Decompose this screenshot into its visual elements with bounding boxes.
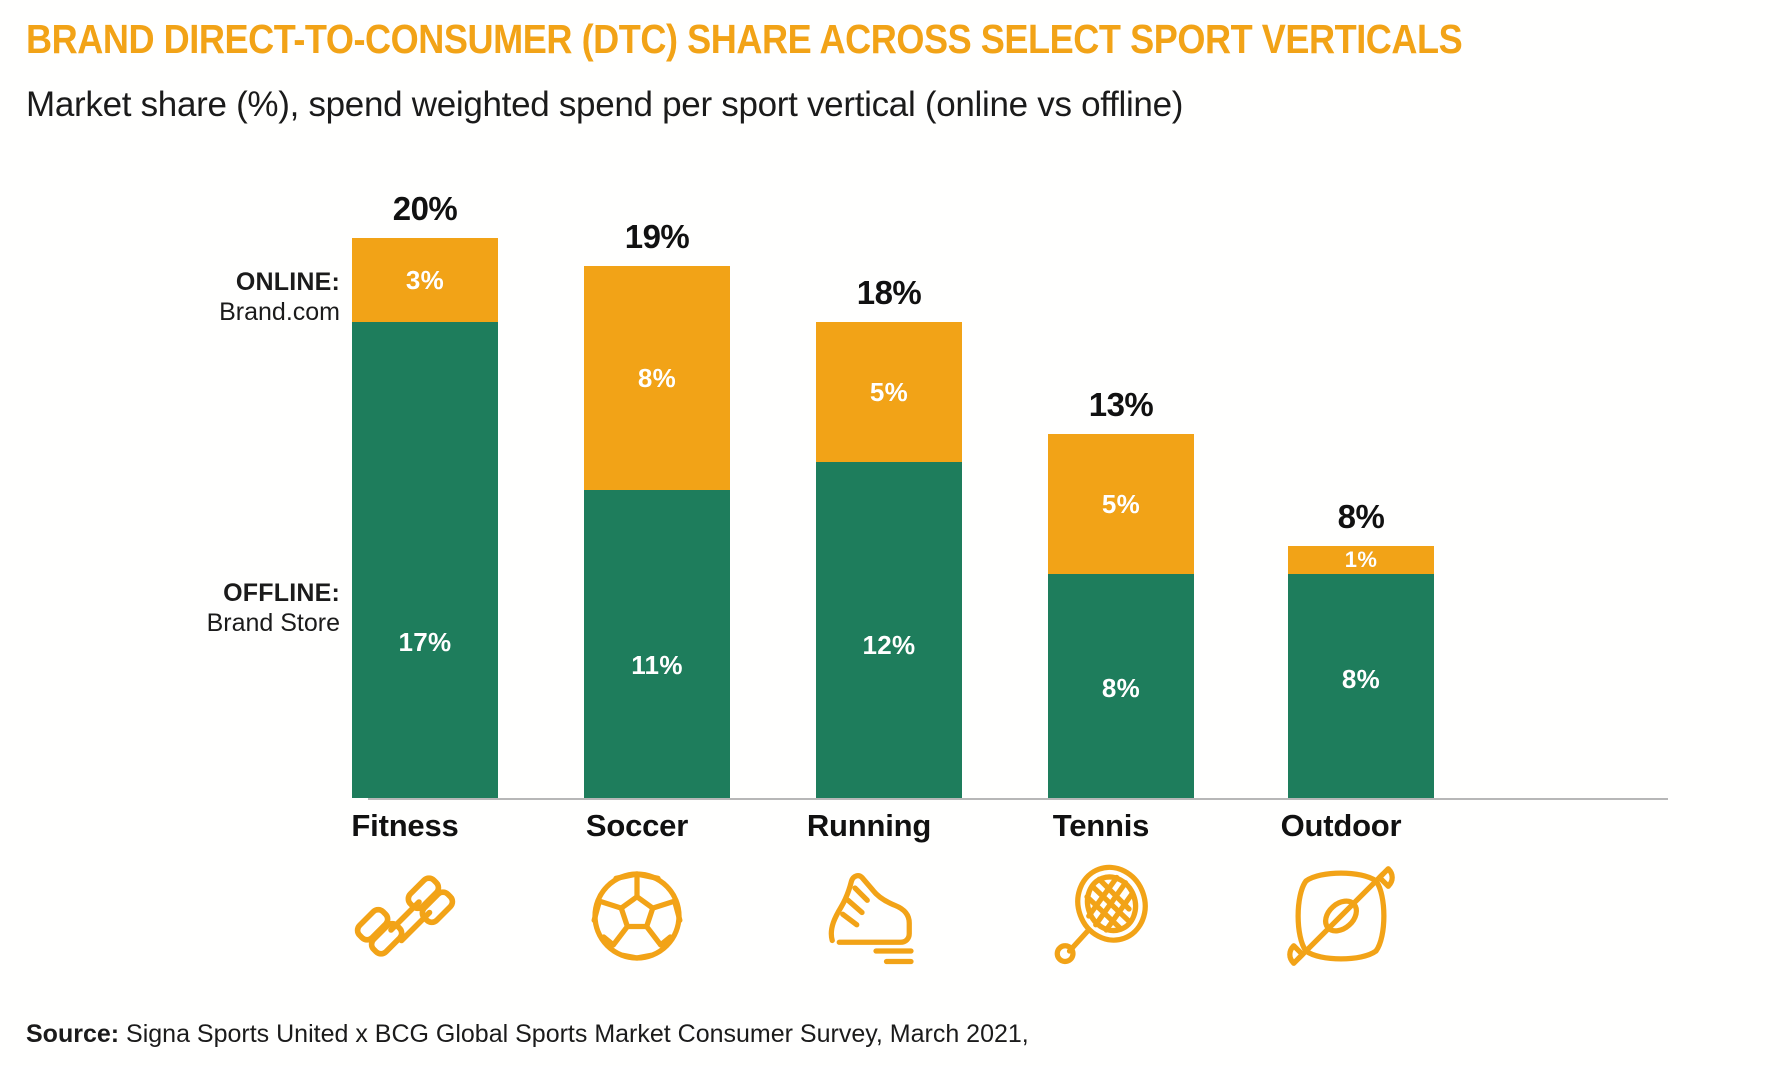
bar-total-label-tennis: 13% bbox=[1088, 386, 1154, 423]
category-label-soccer: Soccer bbox=[585, 808, 689, 843]
bar-segment-online-tennis[interactable]: 5% bbox=[1048, 434, 1194, 574]
bar-segment-offline-running[interactable]: 12% bbox=[816, 462, 962, 798]
bar-group-running: 18% 5% 12% bbox=[816, 274, 962, 798]
dumbbell-icon bbox=[310, 860, 500, 972]
category-label-tennis: Tennis bbox=[1052, 808, 1150, 843]
bar-stack-running[interactable]: 5% 12% bbox=[816, 322, 962, 798]
page-title: BRAND DIRECT-TO-CONSUMER (DTC) SHARE ACR… bbox=[26, 16, 1463, 62]
legend-offline-lead: OFFLINE: bbox=[223, 579, 340, 607]
category-label-fitness: Fitness bbox=[351, 808, 459, 843]
bar-value-online-tennis: 5% bbox=[1101, 488, 1141, 519]
bar-value-offline-soccer: 11% bbox=[631, 650, 683, 681]
bar-group-outdoor: 8% 1% 8% bbox=[1288, 498, 1434, 798]
legend-online-lead: ONLINE: bbox=[235, 268, 340, 296]
tennis-racket-icon bbox=[1006, 860, 1196, 972]
bar-segment-offline-fitness[interactable]: 17% bbox=[352, 322, 498, 798]
source-note: Source: Signa Sports United x BCG Global… bbox=[26, 1020, 1029, 1049]
page-subtitle: Market share (%), spend weighted spend p… bbox=[26, 85, 1184, 124]
bar-total-label-outdoor: 8% bbox=[1337, 498, 1385, 535]
bar-value-offline-tennis: 8% bbox=[1101, 672, 1141, 703]
bar-segment-offline-soccer[interactable]: 11% bbox=[584, 490, 730, 798]
bar-segment-online-running[interactable]: 5% bbox=[816, 322, 962, 462]
bar-segment-online-fitness[interactable]: 3% bbox=[352, 238, 498, 322]
bar-total-label-fitness: 20% bbox=[392, 190, 458, 227]
source-label: Source: bbox=[26, 1020, 120, 1048]
category-label-running: Running bbox=[806, 808, 932, 843]
legend-offline: OFFLINE: Brand Store bbox=[80, 578, 340, 638]
bar-value-offline-outdoor: 8% bbox=[1341, 663, 1381, 694]
bar-total-label-soccer: 19% bbox=[624, 218, 690, 255]
x-axis-line bbox=[368, 798, 1668, 800]
legend-offline-sub: Brand Store bbox=[206, 609, 340, 637]
bar-value-online-soccer: 8% bbox=[637, 362, 677, 393]
legend-online-sub: Brand.com bbox=[219, 298, 340, 326]
bar-stack-tennis[interactable]: 5% 8% bbox=[1048, 434, 1194, 798]
bar-segment-offline-outdoor[interactable]: 8% bbox=[1288, 574, 1434, 798]
bar-stack-fitness[interactable]: 3% 17% bbox=[352, 238, 498, 798]
bar-stack-soccer[interactable]: 8% 11% bbox=[584, 266, 730, 798]
bar-value-online-fitness: 3% bbox=[405, 264, 445, 295]
bar-group-tennis: 13% 5% 8% bbox=[1048, 386, 1194, 798]
source-text: Signa Sports United x BCG Global Sports … bbox=[119, 1020, 1029, 1048]
bar-group-fitness: 20% 3% 17% bbox=[352, 190, 498, 798]
legend-online: ONLINE: Brand.com bbox=[80, 267, 340, 327]
bar-stack-outdoor[interactable]: 1% 8% bbox=[1288, 546, 1434, 798]
bar-group-soccer: 19% 8% 11% bbox=[584, 218, 730, 798]
bar-segment-online-outdoor[interactable]: 1% bbox=[1288, 546, 1434, 574]
bar-value-online-running: 5% bbox=[869, 376, 909, 407]
bar-value-online-outdoor: 1% bbox=[1344, 547, 1378, 572]
bar-value-offline-running: 12% bbox=[862, 630, 916, 660]
bar-segment-offline-tennis[interactable]: 8% bbox=[1048, 574, 1194, 798]
kayak-icon bbox=[1246, 860, 1436, 972]
category-label-outdoor: Outdoor bbox=[1280, 808, 1402, 843]
running-shoe-icon bbox=[774, 860, 964, 972]
bar-value-offline-fitness: 17% bbox=[398, 626, 452, 657]
soccer-ball-icon bbox=[542, 860, 732, 972]
bar-segment-online-soccer[interactable]: 8% bbox=[584, 266, 730, 490]
bar-total-label-running: 18% bbox=[856, 274, 922, 311]
